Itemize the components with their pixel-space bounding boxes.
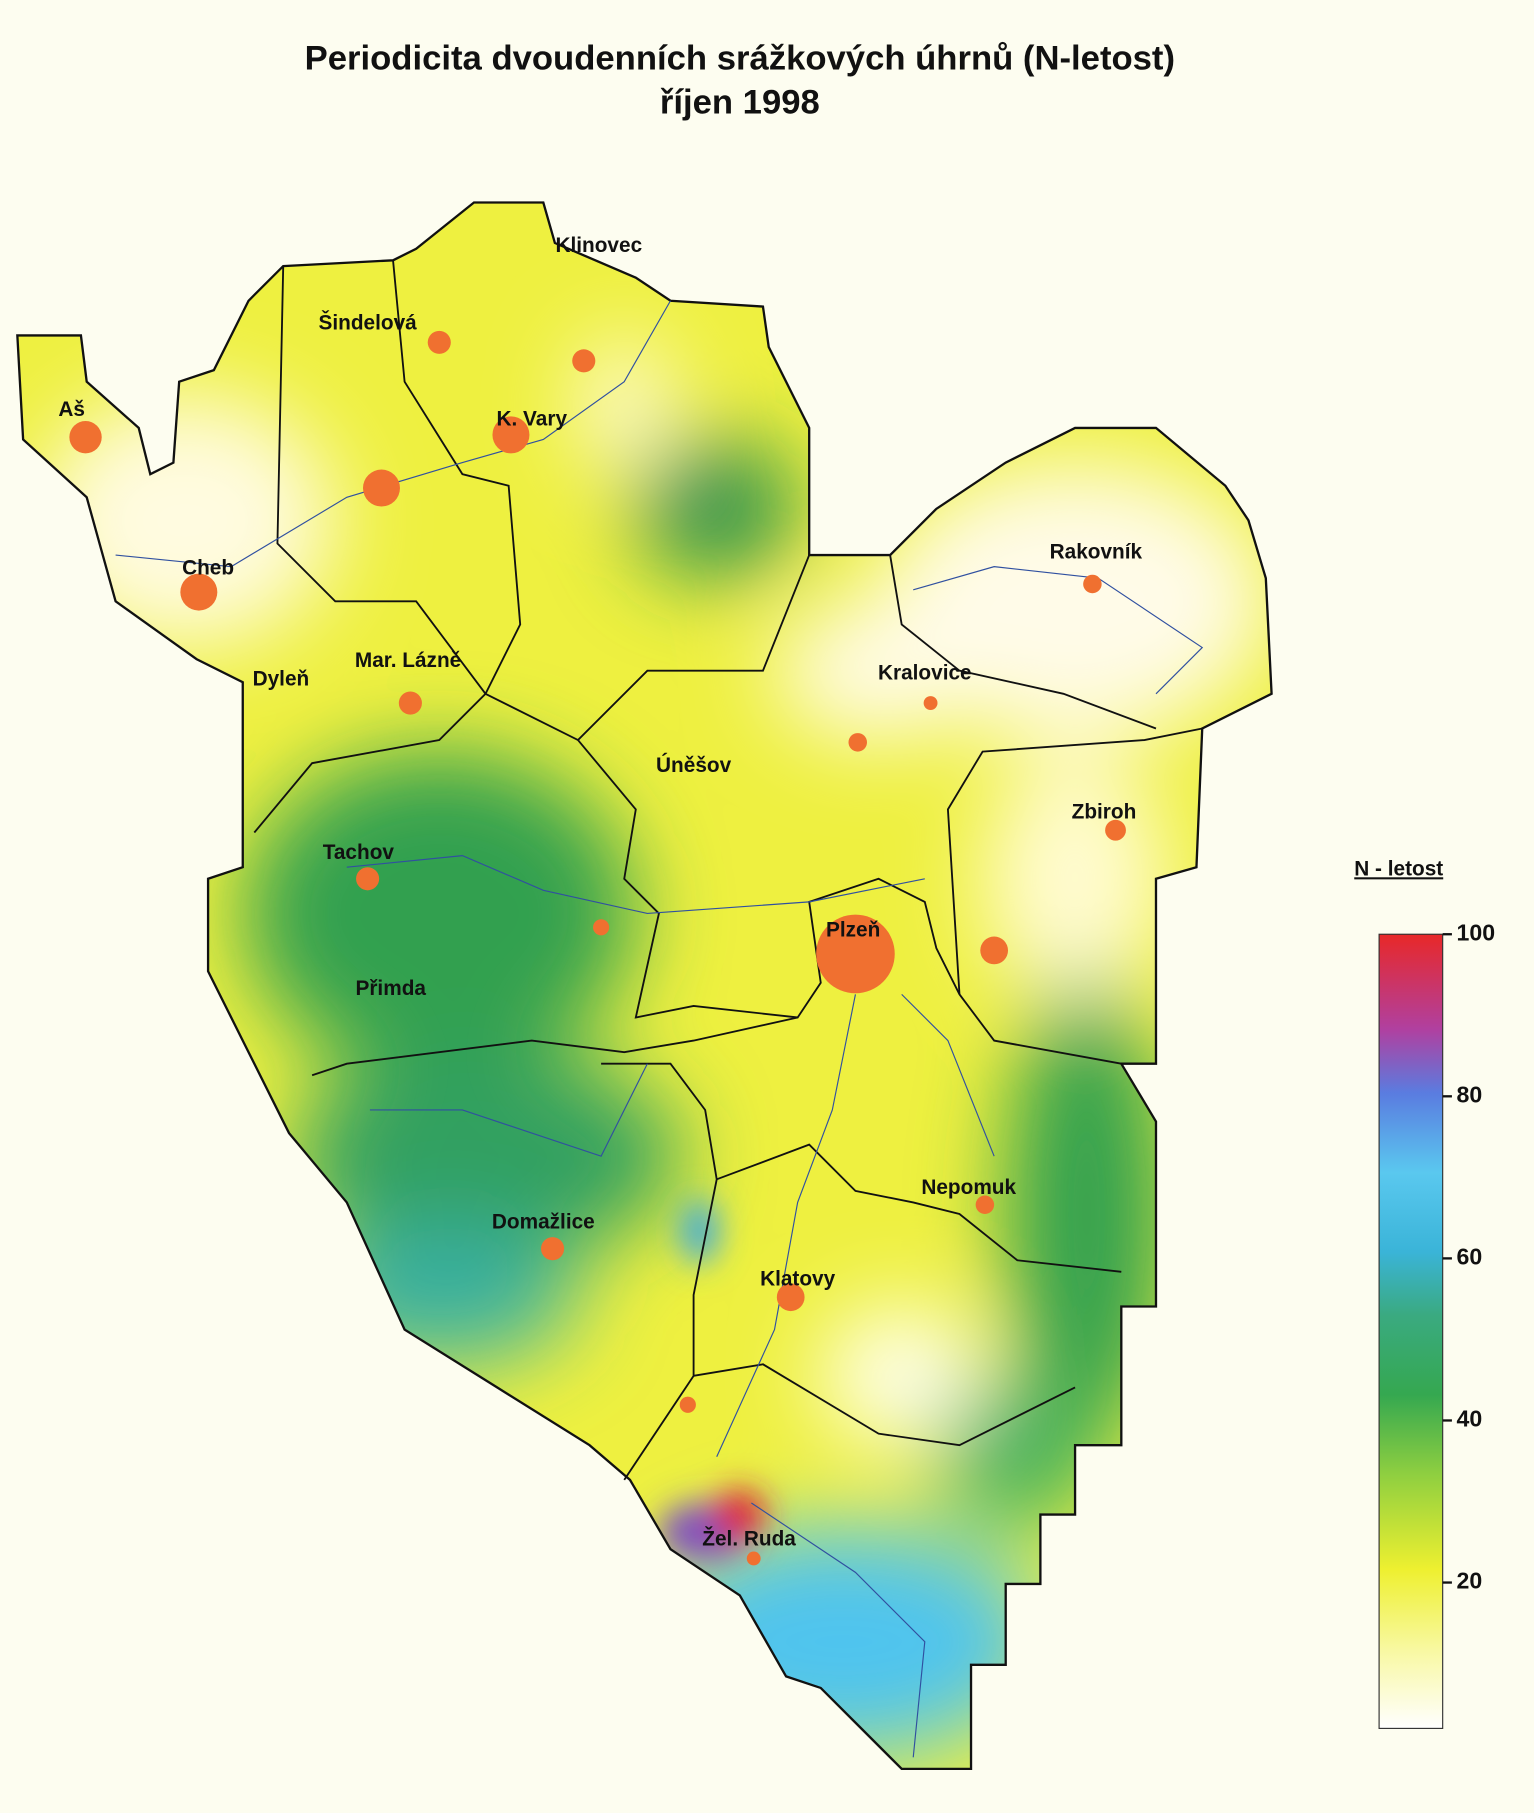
town [975, 1195, 995, 1214]
place-label: Tachov [323, 841, 395, 864]
towns [69, 330, 1126, 1566]
town [1105, 819, 1126, 841]
town [492, 416, 530, 454]
place-label: Úněšov [656, 753, 732, 777]
place-labels: Klinovec Šindelová Aš K. Vary Cheb Mar. Lázně… [58, 234, 1142, 1551]
tick-label: 60 [1457, 1244, 1483, 1270]
town [427, 330, 451, 354]
town [180, 573, 218, 611]
town [356, 867, 380, 891]
place-label: Kralovice [878, 662, 972, 685]
place-label: Přimda [355, 977, 426, 1000]
map-title: Periodicita dvoudenních srážkových úhrnů… [305, 40, 1175, 78]
legend: N - letost 100 80 60 40 20 [1354, 857, 1496, 1729]
town [69, 420, 102, 454]
town [848, 733, 867, 752]
rivers [115, 300, 1204, 1758]
place-label: Cheb [182, 556, 234, 579]
town [1083, 574, 1102, 594]
tick-label: 40 [1457, 1406, 1483, 1432]
town [572, 349, 596, 373]
tick-label: 80 [1457, 1081, 1483, 1107]
town [362, 469, 400, 507]
town [816, 914, 895, 994]
town [776, 1283, 805, 1312]
place-label: Mar. Lázně [355, 649, 461, 672]
district-borders [253, 260, 1203, 1481]
place-label: Dyleň [253, 667, 310, 690]
place-label: Klatovy [760, 1267, 836, 1290]
tick-label: 100 [1457, 919, 1496, 945]
place-label: Plzeň [826, 918, 880, 941]
town [593, 919, 610, 936]
legend-title: N - letost [1354, 857, 1443, 880]
town [679, 1396, 696, 1413]
town [541, 1237, 565, 1261]
map-subtitle: říjen 1998 [660, 83, 820, 121]
town [746, 1551, 761, 1566]
place-label: Zbiroh [1072, 800, 1137, 823]
place-label: Rakovník [1050, 540, 1143, 563]
place-label: Domažlice [492, 1211, 595, 1234]
town [980, 936, 1009, 965]
color-bar [1378, 933, 1444, 1729]
place-label: Nepomuk [921, 1176, 1016, 1199]
place-label: Aš [58, 398, 85, 421]
place-label: Klinovec [555, 234, 642, 257]
place-label: Žel. Ruda [702, 1526, 796, 1550]
place-label: K. Vary [496, 407, 567, 430]
place-label: Šindelová [318, 310, 417, 334]
town [923, 696, 938, 710]
town [398, 691, 422, 715]
tick-label: 20 [1457, 1568, 1483, 1594]
precipitation-field [17, 202, 1272, 1769]
